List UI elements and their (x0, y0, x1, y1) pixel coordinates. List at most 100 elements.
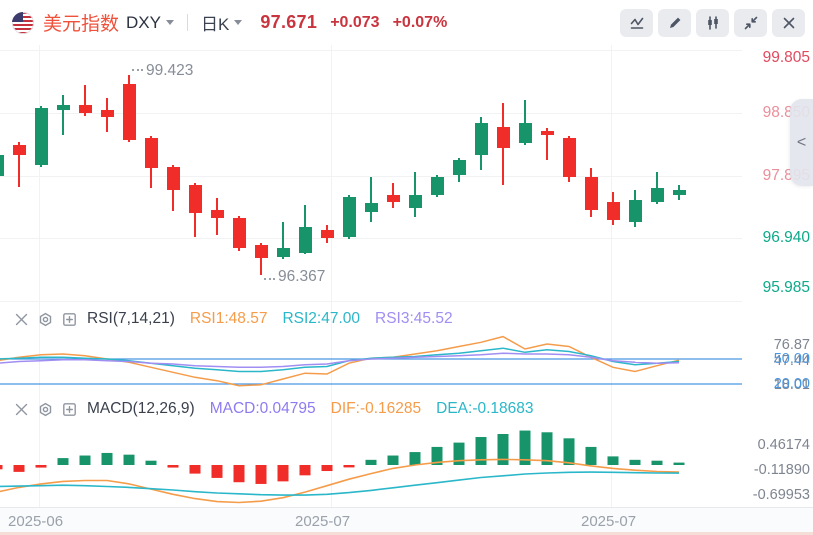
dif-line (0, 458, 680, 504)
date-gridline (331, 45, 332, 507)
candle-body (56, 105, 70, 110)
rsi-guide-label: 50.00 (773, 351, 810, 367)
macd-bar (673, 462, 685, 465)
candle-body (188, 184, 202, 214)
price-change-percent: +0.07% (392, 13, 448, 31)
candle-wick (414, 171, 416, 218)
candle-body (0, 154, 4, 177)
dif-value: DIF:-0.16285 (330, 400, 422, 417)
price-axis-label: 95.985 (762, 279, 810, 296)
candle-body (78, 105, 92, 113)
draw-button[interactable] (658, 8, 691, 37)
rsi-axis-label: 18.01 (773, 377, 810, 393)
chevron-down-icon[interactable] (234, 20, 243, 25)
candle-wick (18, 141, 20, 187)
macd-bar (13, 465, 25, 472)
rsi-line (0, 352, 680, 369)
candle-body (298, 226, 312, 254)
candle-body (386, 194, 400, 202)
add-indicator-icon[interactable] (62, 402, 77, 417)
pencil-icon (669, 17, 680, 28)
price-axis-label: 96.940 (762, 229, 810, 246)
candlestick-icon (707, 15, 718, 30)
candle-wick (260, 242, 262, 276)
candle-body (474, 122, 488, 155)
candle-wick (84, 84, 86, 116)
remove-indicator-icon[interactable] (14, 312, 29, 327)
divider (186, 14, 188, 31)
axis-collapse-tab[interactable]: < (790, 99, 813, 186)
macd-bar (365, 459, 377, 465)
candle-body (254, 245, 268, 259)
candle-style-button[interactable] (696, 8, 729, 37)
candle-body (144, 137, 158, 168)
macd-bar (57, 458, 69, 465)
macd-bar (585, 446, 597, 465)
macd-value: MACD:0.04795 (209, 400, 316, 417)
macd-bar (255, 465, 267, 484)
date-axis: 2025-06 2025-07 2025-07 (0, 507, 813, 535)
candle-body (672, 190, 686, 195)
date-label: 2025-06 (8, 513, 64, 530)
candle-body (166, 167, 180, 191)
price-axis-label: 99.805 (762, 49, 810, 66)
macd-bar (123, 454, 135, 465)
macd-bar (189, 465, 201, 474)
date-gridline (39, 45, 40, 507)
price-gridline (0, 238, 742, 239)
indicator-settings-icon[interactable] (38, 402, 53, 417)
rsi1-value: RSI1:48.57 (189, 310, 268, 327)
macd-bar (35, 465, 47, 468)
candle-body (650, 188, 664, 202)
rsi-axis-label: 47.44 (773, 353, 810, 370)
annotation-leader-dots (132, 69, 143, 72)
macd-bar (497, 434, 509, 465)
title-bar: 美元指数 DXY 日K 97.671 +0.073 +0.07% (0, 0, 813, 45)
remove-indicator-icon[interactable] (14, 402, 29, 417)
candlestick-plot (0, 45, 742, 303)
candle-wick (546, 128, 548, 161)
trend-line-button[interactable] (620, 8, 653, 37)
indicator-settings-icon[interactable] (38, 312, 53, 327)
macd-bar (167, 465, 179, 468)
symbol-selector[interactable]: DXY (126, 12, 161, 32)
candle-body (628, 200, 642, 223)
macd-axis-label: -0.11890 (753, 462, 810, 479)
macd-bar (651, 460, 663, 465)
macd-bar (321, 465, 333, 472)
rsi-header: RSI(7,14,21) RSI1:48.57 RSI2:47.00 RSI3:… (14, 306, 453, 332)
macd-bar (0, 465, 3, 470)
bottom-edge-accent (0, 532, 813, 535)
close-button[interactable] (772, 8, 805, 37)
macd-bar (387, 455, 399, 465)
add-indicator-icon[interactable] (62, 312, 77, 327)
macd-bar (409, 452, 421, 465)
candle-body (210, 209, 224, 218)
macd-bar (101, 452, 113, 465)
collapse-arrows-icon (744, 16, 757, 29)
rsi-title: RSI(7,14,21) (87, 310, 175, 327)
price-gridline (0, 50, 742, 51)
period-selector[interactable]: 日K (200, 15, 230, 34)
rsi-plot (0, 335, 742, 387)
collapse-button[interactable] (734, 8, 767, 37)
rsi-line (0, 347, 680, 373)
rsi-axis-label: 76.87 (773, 337, 810, 353)
macd-bar (607, 456, 619, 465)
price-gridline (0, 176, 742, 177)
high-annotation: 99.423 (146, 62, 194, 80)
price-gridline (0, 113, 742, 114)
macd-bar (277, 465, 289, 482)
candle-body (518, 122, 532, 144)
us-flag-icon (12, 11, 34, 34)
candle-body (100, 109, 114, 117)
candle-body (452, 160, 466, 176)
candle-body (276, 247, 290, 257)
chevron-down-icon[interactable] (165, 20, 174, 25)
macd-bar (431, 446, 443, 465)
price-gridline (0, 301, 742, 302)
macd-bar (541, 432, 553, 465)
rsi3-value: RSI3:45.52 (375, 310, 453, 327)
macd-bar (343, 465, 355, 468)
